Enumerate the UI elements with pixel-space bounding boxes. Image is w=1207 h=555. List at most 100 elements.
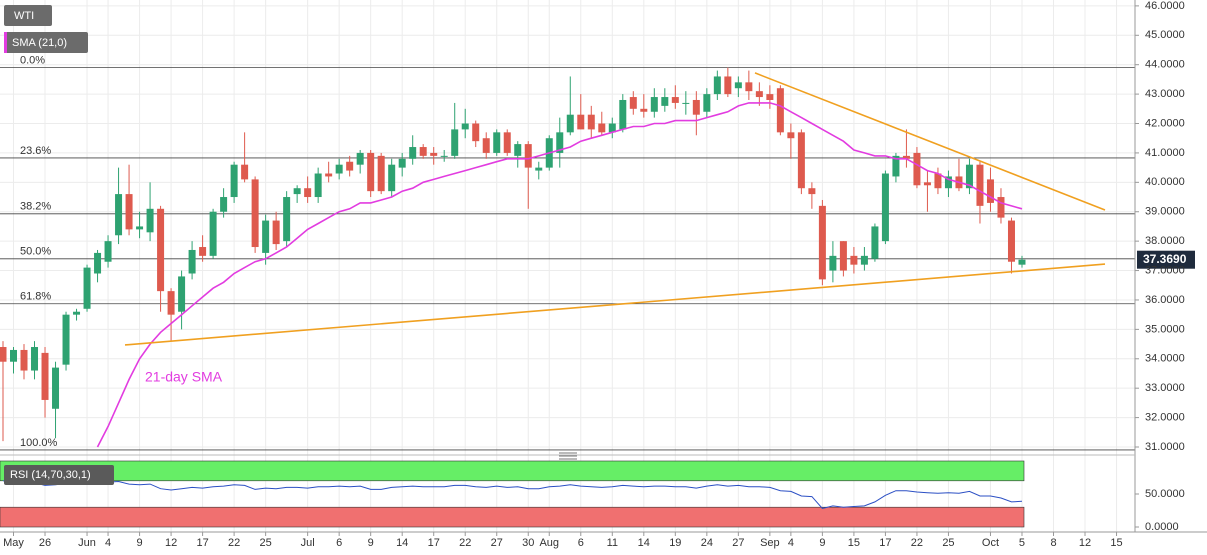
candle-body	[157, 208, 165, 292]
x-tick-label: 22	[911, 537, 923, 549]
overlay: 21-day SMA 37.3690	[96, 72, 1195, 448]
candle-body	[430, 152, 438, 156]
candle-body	[976, 164, 984, 206]
y-tick-label: 31.0000	[1145, 441, 1185, 453]
candle-body	[755, 91, 763, 98]
candle-body	[52, 367, 60, 409]
candle-body	[892, 155, 900, 177]
y-tick-label: 43.0000	[1145, 88, 1185, 100]
y-tick-label: 39.0000	[1145, 206, 1185, 218]
candle-body	[482, 138, 490, 153]
candle-body	[913, 152, 921, 186]
legend: WTI SMA (21,0)	[4, 5, 88, 53]
candle-body	[535, 167, 543, 171]
candle-body	[220, 197, 228, 212]
indicator-swatch	[4, 32, 7, 53]
candle-body	[335, 164, 343, 174]
candle-body	[923, 182, 931, 186]
candle-body	[62, 314, 70, 365]
candle-body	[262, 220, 270, 253]
candle-body	[745, 82, 753, 92]
candle-body	[818, 205, 826, 280]
fib-label: 38.2%	[20, 201, 51, 213]
candle-body	[251, 179, 259, 248]
candle-body	[472, 123, 480, 142]
candle-body	[986, 179, 994, 203]
candle-body	[629, 97, 637, 109]
candle-body	[440, 155, 448, 157]
x-tick-label: 22	[228, 537, 240, 549]
rsi-label-box	[4, 465, 114, 485]
candle-body	[73, 311, 81, 315]
candle-body	[881, 173, 889, 242]
candle-body	[944, 176, 952, 189]
fib-label: 0.0%	[20, 55, 45, 67]
x-tick-label: 14	[638, 537, 650, 549]
divider-handle[interactable]	[559, 452, 577, 460]
x-tick-label: 25	[942, 537, 954, 549]
candle-body	[0, 347, 7, 362]
candle-body	[146, 208, 154, 233]
fib-label: 100.0%	[20, 437, 58, 449]
candle-body	[377, 155, 385, 192]
candle-body	[566, 114, 574, 133]
candle-body	[178, 276, 186, 312]
y-tick-label: 32.0000	[1145, 411, 1185, 423]
fib-label: 61.8%	[20, 291, 51, 303]
y-tick-label: 40.0000	[1145, 176, 1185, 188]
fib-label: 50.0%	[20, 246, 51, 258]
candle-body	[188, 249, 196, 274]
symbol-box	[4, 5, 52, 26]
candle-body	[272, 220, 280, 245]
candle-body	[304, 188, 312, 198]
y-tick-label: 35.0000	[1145, 323, 1185, 335]
x-tick-label: 14	[396, 537, 408, 549]
x-tick-label: 27	[732, 537, 744, 549]
x-tick-label: May	[3, 537, 24, 549]
candle-body	[293, 188, 301, 195]
y-tick-label: 42.0000	[1145, 117, 1185, 129]
y-tick-label: 44.0000	[1145, 59, 1185, 71]
candle-body	[839, 241, 847, 271]
price-tag	[1137, 250, 1195, 269]
candle-body	[577, 114, 585, 130]
candle-body	[10, 349, 18, 362]
candle-body	[241, 164, 249, 180]
x-tick-label: 22	[459, 537, 471, 549]
x-tick-label: 5	[1019, 537, 1025, 549]
candle-body	[230, 164, 238, 198]
x-tick-label: 6	[578, 537, 584, 549]
y-tick-label: 36.0000	[1145, 294, 1185, 306]
x-tick-label: 6	[336, 537, 342, 549]
x-tick-label: 17	[428, 537, 440, 549]
x-tick-label: Jul	[301, 537, 315, 549]
trend-line	[754, 72, 1106, 211]
x-tick-label: 17	[196, 537, 208, 549]
x-tick-label: Jun	[78, 537, 96, 549]
x-tick-label: 15	[1110, 537, 1122, 549]
x-tick-label: 9	[137, 537, 143, 549]
candle-body	[136, 226, 144, 230]
candle-body	[724, 76, 732, 95]
candle-body	[766, 94, 774, 100]
candle-body	[587, 114, 595, 130]
x-tick-label: Aug	[539, 537, 559, 549]
x-tick-label: 17	[879, 537, 891, 549]
sma-line	[96, 102, 1023, 448]
candle-body	[314, 173, 322, 198]
y-tick-label: 37.0000	[1145, 264, 1185, 276]
candle-body	[325, 173, 333, 177]
x-tick-label: 12	[1079, 537, 1091, 549]
candle-body	[20, 349, 28, 371]
candle-body	[640, 108, 648, 112]
x-tick-label: 26	[39, 537, 51, 549]
candle-body	[934, 173, 942, 189]
candle-body	[199, 247, 207, 256]
candle-body	[692, 99, 700, 115]
candle-body	[1007, 220, 1015, 262]
candle-body	[94, 252, 102, 274]
candle-body	[787, 132, 795, 139]
candle-body	[115, 194, 123, 236]
